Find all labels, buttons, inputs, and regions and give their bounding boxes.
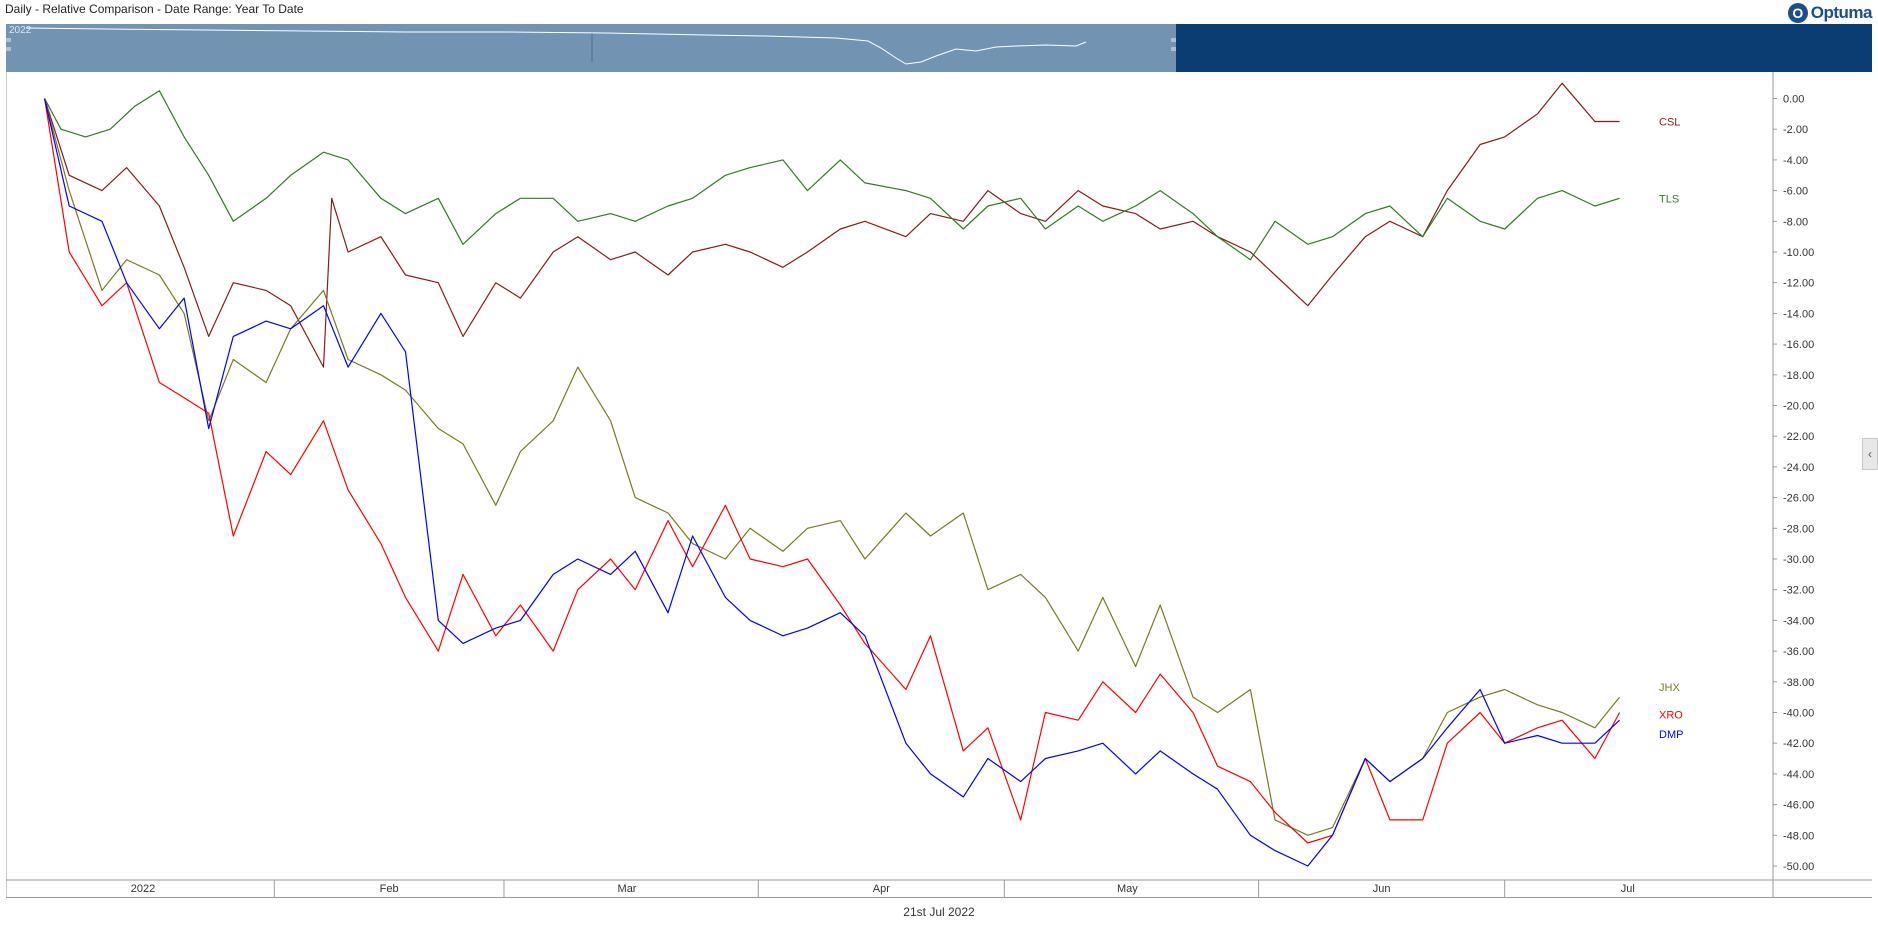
y-tick-label: -4.00 [1783,155,1808,167]
series-label-jhx: JHX [1659,682,1680,694]
navigator-right-handle-top[interactable] [1171,38,1176,42]
series-line-dmp[interactable] [44,98,1621,867]
chart-title: Daily - Relative Comparison - Date Range… [5,2,304,16]
y-tick-label: -40.00 [1783,708,1814,720]
navigator-unselected-range[interactable] [1176,24,1872,72]
date-range-navigator[interactable]: 2022 [6,24,1872,72]
series-line-tls[interactable] [44,90,1620,261]
y-tick-label: -30.00 [1783,554,1814,566]
y-tick-label: -24.00 [1783,462,1814,474]
y-tick-label: -12.00 [1783,278,1814,290]
navigator-left-handle-top[interactable] [6,38,11,42]
series-label-xro: XRO [1659,710,1683,722]
logo-text: Optuma [1810,3,1873,22]
y-tick-label: -34.00 [1783,615,1814,627]
navigator-selected-range[interactable] [6,24,1176,72]
series-label-tls: TLS [1659,193,1679,205]
x-tick-label: Apr [873,883,890,895]
logo-mark-icon: O [1787,3,1808,23]
y-tick-label: -22.00 [1783,431,1814,443]
y-tick-label: -36.00 [1783,646,1814,658]
y-tick-label: 0.00 [1783,94,1804,106]
navigator-right-handle-bottom[interactable] [1171,47,1176,51]
x-tick-label: May [1117,883,1138,895]
y-tick-label: -10.00 [1783,247,1814,259]
y-tick-label: -2.00 [1783,124,1808,136]
x-tick-label: Feb [380,883,399,895]
navigator-left-handle-bottom[interactable] [6,47,11,51]
y-tick-label: -26.00 [1783,493,1814,505]
series-label-csl: CSL [1659,117,1680,129]
y-tick-label: -32.00 [1783,585,1814,597]
series-label-dmp: DMP [1659,729,1683,741]
x-tick-label: 2022 [131,883,155,895]
y-tick-label: -50.00 [1783,861,1814,873]
y-tick-label: -38.00 [1783,677,1814,689]
navigator-overview-line [25,27,1087,65]
x-tick-label: Mar [618,883,637,895]
series-line-csl[interactable] [44,82,1620,368]
y-tick-label: -14.00 [1783,308,1814,320]
y-tick-label: -6.00 [1783,186,1808,198]
collapse-panel-icon[interactable]: ‹ [1862,438,1878,470]
x-tick-label: Jul [1621,883,1635,895]
y-tick-label: -48.00 [1783,830,1814,842]
navigator-year-label: 2022 [9,25,32,36]
y-tick-label: -16.00 [1783,339,1814,351]
y-tick-label: -20.00 [1783,401,1814,413]
y-tick-label: -42.00 [1783,738,1814,750]
y-tick-label: -46.00 [1783,800,1814,812]
y-tick-label: -28.00 [1783,523,1814,535]
cursor-date-label: 21st Jul 2022 [903,905,975,919]
relative-comparison-chart: 0.00 -2.00 -4.00 -6.00 -8.00 -10.00 -12.00 -14.… [6,72,1872,898]
series-line-xro[interactable] [44,98,1621,844]
optuma-logo: O Optuma [1787,3,1873,23]
y-tick-label: -44.00 [1783,769,1814,781]
series-line-jhx[interactable] [44,98,1621,836]
x-tick-label: Jun [1373,883,1391,895]
y-tick-label: -8.00 [1783,216,1808,228]
y-tick-label: -18.00 [1783,370,1814,382]
